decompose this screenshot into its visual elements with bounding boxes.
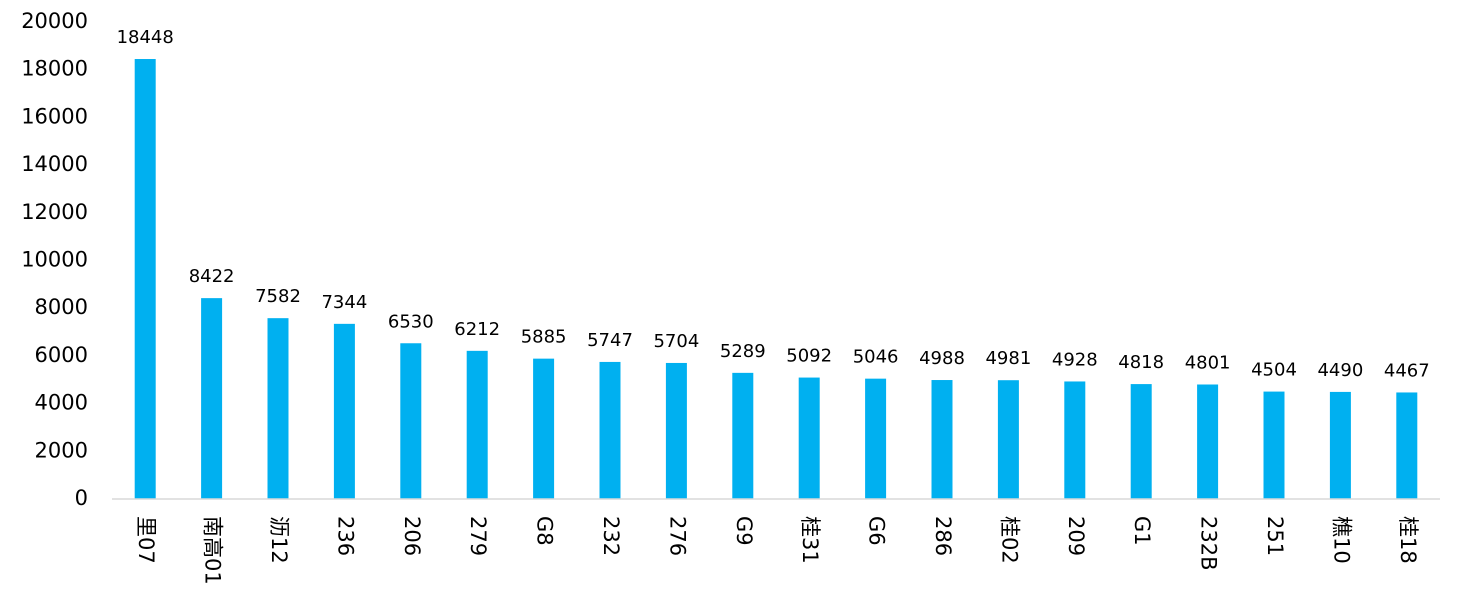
bar (333, 323, 355, 499)
data-label: 6212 (454, 319, 500, 340)
bar (267, 318, 289, 499)
x-tick-label: 251 (1263, 516, 1287, 556)
x-tick-label: 232 (599, 516, 623, 556)
x-tick-label: 232B (1197, 516, 1221, 571)
data-label: 4467 (1384, 360, 1430, 381)
data-label: 6530 (388, 311, 434, 332)
x-tick-label: 樵10 (1329, 516, 1353, 564)
bar (134, 59, 156, 500)
data-label: 5704 (653, 331, 699, 352)
x-tick-label: 桂02 (997, 516, 1021, 564)
bar (466, 350, 488, 499)
x-tick-label: 桂31 (798, 516, 822, 564)
data-label: 5885 (521, 327, 567, 348)
bar (599, 361, 621, 499)
data-label: 5747 (587, 330, 633, 351)
data-label: 5092 (786, 346, 832, 367)
data-label: 4818 (1118, 352, 1164, 373)
x-tick-label: 286 (931, 516, 955, 556)
bar (1329, 391, 1351, 499)
x-tick-label: 279 (466, 516, 490, 556)
y-tick-label: 20000 (21, 9, 88, 33)
y-axis-tick-labels: 0 2000 4000 6000 8000 10000 12000 14000 16000 180… (21, 9, 88, 510)
data-label: 4928 (1052, 349, 1098, 370)
bar (400, 343, 422, 499)
data-label: 18448 (117, 27, 174, 48)
data-label: 4988 (919, 348, 965, 369)
x-tick-label: 209 (1064, 516, 1088, 556)
x-tick-label: G9 (732, 516, 756, 546)
bar (1263, 391, 1285, 499)
y-tick-label: 2000 (35, 438, 88, 462)
data-label: 4504 (1251, 360, 1297, 381)
x-tick-label: 206 (400, 516, 424, 556)
bar (798, 377, 820, 499)
bar (533, 358, 555, 499)
bar (1130, 384, 1152, 499)
data-label: 7344 (321, 292, 367, 313)
bar (201, 298, 223, 499)
x-axis-category-labels: 里07 南高01 沥12 236 206 279 G8 232 276 G9 桂31 G6 286 桂02… (134, 516, 1420, 585)
x-tick-label: G1 (1130, 516, 1154, 546)
data-labels: 18448 8422 7582 7344 6530 6212 5885 5747 5704 528… (117, 27, 1430, 381)
bar (931, 380, 953, 499)
y-tick-label: 14000 (21, 152, 88, 176)
x-tick-label: G6 (865, 516, 889, 546)
bar (997, 380, 1019, 499)
x-tick-label: 276 (665, 516, 689, 556)
data-label: 8422 (189, 266, 235, 287)
data-label: 7582 (255, 286, 301, 307)
bar (1197, 384, 1219, 499)
y-tick-label: 16000 (21, 104, 88, 128)
y-tick-label: 10000 (21, 248, 88, 272)
data-label: 5289 (720, 341, 766, 362)
data-label: 4490 (1317, 360, 1363, 381)
x-tick-label: G8 (533, 516, 557, 546)
y-tick-label: 6000 (35, 343, 88, 367)
bar (1396, 392, 1418, 499)
data-label: 4981 (985, 348, 1031, 369)
x-tick-label: 沥12 (267, 516, 291, 564)
bar (732, 372, 754, 499)
x-tick-label: 里07 (134, 516, 158, 564)
bar (1064, 381, 1086, 499)
data-label: 5046 (853, 347, 899, 368)
data-label: 4801 (1185, 352, 1231, 373)
x-tick-label: 236 (333, 516, 357, 556)
x-tick-label: 南高01 (201, 516, 225, 585)
x-tick-label: 桂18 (1396, 516, 1420, 564)
y-tick-label: 4000 (35, 391, 88, 415)
y-tick-label: 0 (75, 486, 88, 510)
bars (134, 59, 1418, 500)
y-tick-label: 12000 (21, 200, 88, 224)
y-tick-label: 8000 (35, 295, 88, 319)
bar (665, 362, 687, 499)
y-tick-label: 18000 (21, 57, 88, 81)
bar (865, 378, 887, 499)
